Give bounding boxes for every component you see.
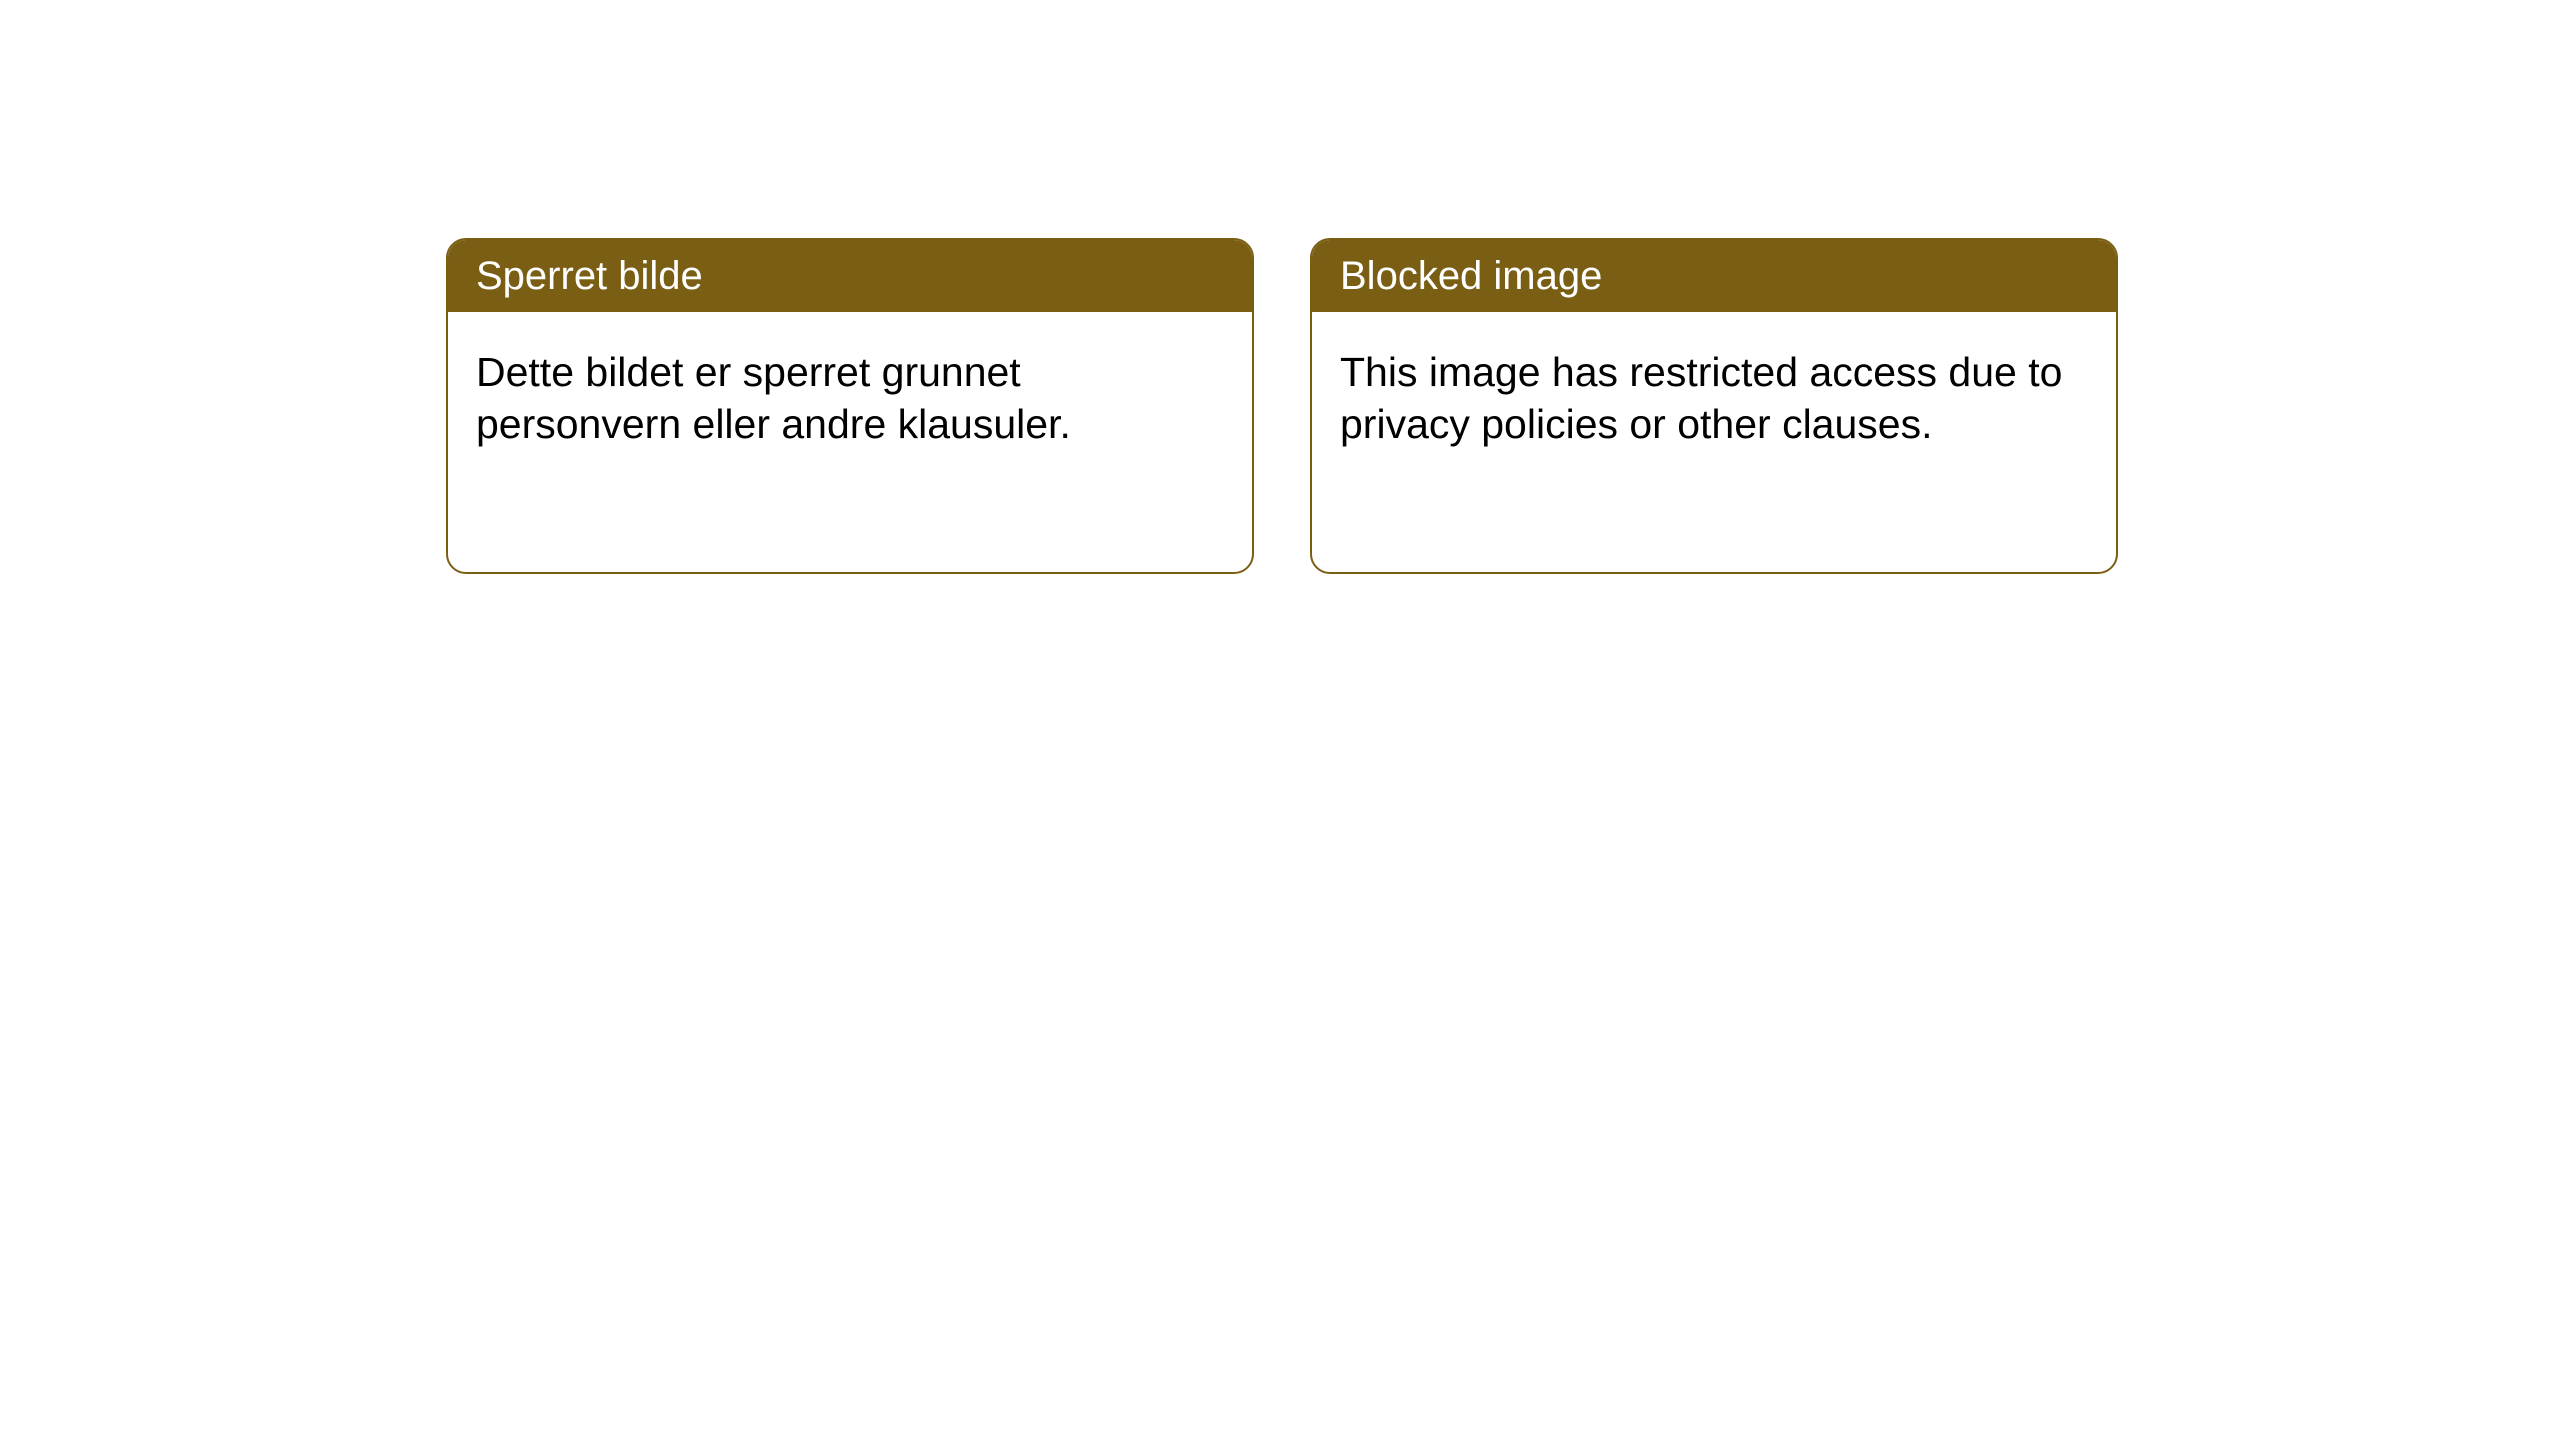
cards-container: Sperret bilde Dette bildet er sperret gr… [0, 0, 2560, 574]
card-title: Sperret bilde [476, 254, 703, 298]
card-body-text: Dette bildet er sperret grunnet personve… [476, 349, 1071, 447]
card-header: Blocked image [1312, 240, 2116, 312]
card-title: Blocked image [1340, 254, 1602, 298]
card-body: This image has restricted access due to … [1312, 312, 2116, 485]
card-body-text: This image has restricted access due to … [1340, 349, 2062, 447]
blocked-image-card-en: Blocked image This image has restricted … [1310, 238, 2118, 574]
card-header: Sperret bilde [448, 240, 1252, 312]
card-body: Dette bildet er sperret grunnet personve… [448, 312, 1252, 485]
blocked-image-card-no: Sperret bilde Dette bildet er sperret gr… [446, 238, 1254, 574]
